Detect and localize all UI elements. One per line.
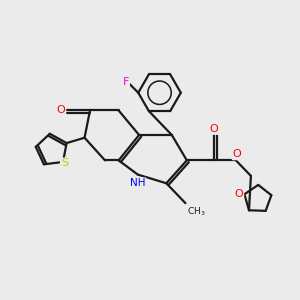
- Text: F: F: [123, 77, 129, 87]
- Text: S: S: [61, 158, 68, 168]
- Text: O: O: [232, 149, 242, 159]
- Text: O: O: [235, 189, 243, 199]
- Text: CH$_3$: CH$_3$: [187, 206, 206, 218]
- Text: O: O: [56, 106, 65, 116]
- Text: O: O: [210, 124, 218, 134]
- Text: NH: NH: [130, 178, 146, 188]
